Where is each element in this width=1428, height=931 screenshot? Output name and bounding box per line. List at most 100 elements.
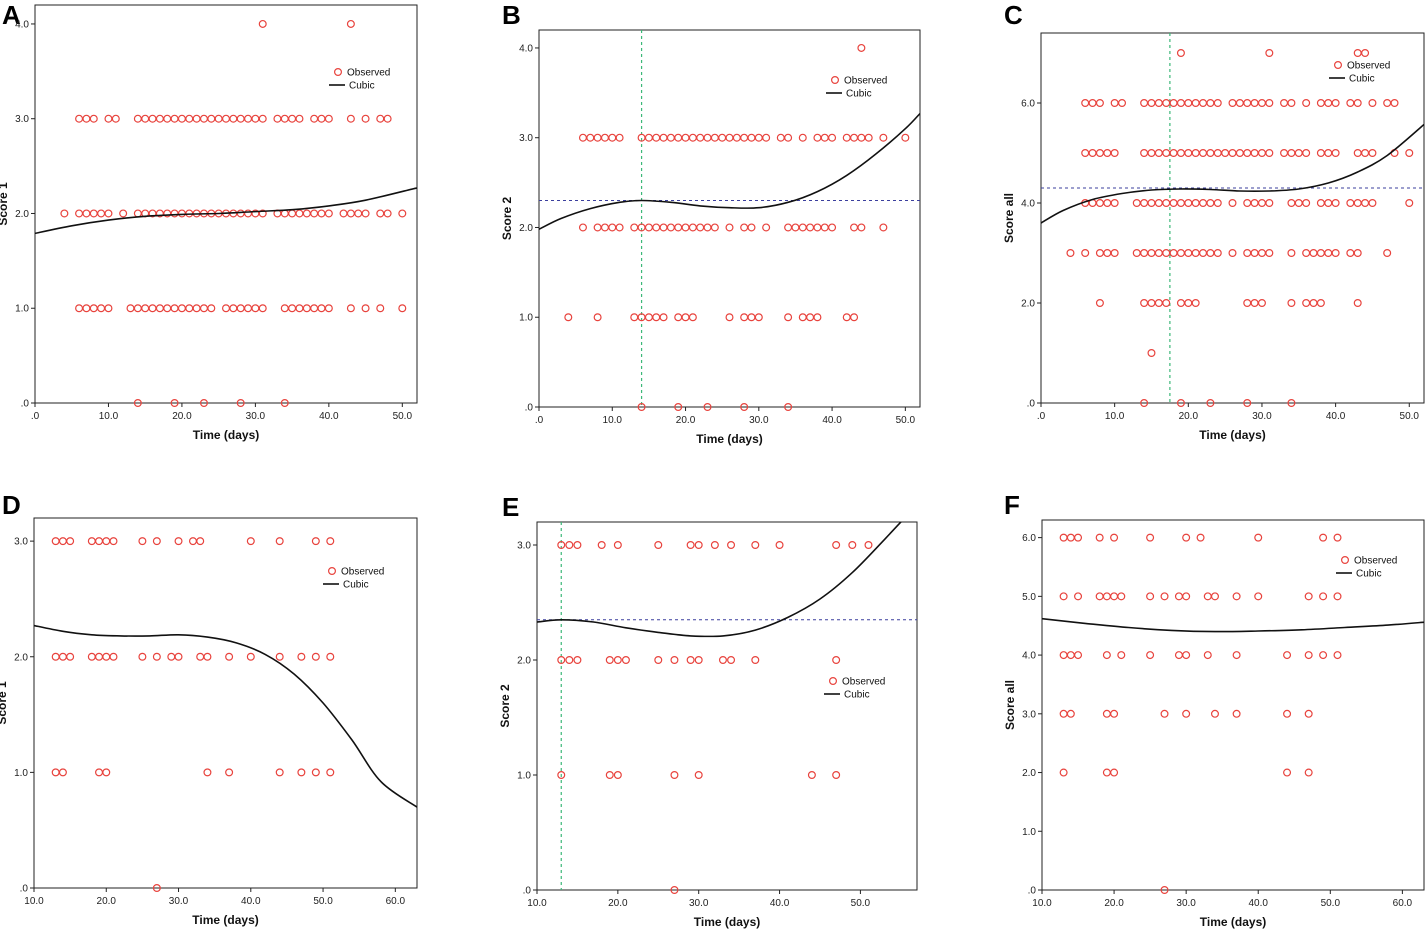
observed-point [317, 209, 326, 218]
observed-point [1066, 709, 1075, 718]
observed-point [275, 537, 284, 546]
x-tick-label: 20.0 [608, 898, 628, 909]
observed-point [102, 652, 111, 661]
observed-point [1235, 149, 1244, 158]
observed-point [1361, 199, 1370, 208]
observed-point [167, 652, 176, 661]
observed-point [1182, 651, 1191, 660]
observed-point [1059, 651, 1068, 660]
x-tick-label: 40.0 [1326, 411, 1346, 422]
observed-point [654, 540, 663, 549]
observed-point [95, 768, 104, 777]
observed-point [857, 223, 866, 232]
x-tick-label: 20.0 [1179, 411, 1199, 422]
legend: Observed Cubic [329, 68, 390, 92]
observed-point [229, 114, 238, 123]
observed-point [102, 768, 111, 777]
observed-point [1228, 199, 1237, 208]
observed-point [275, 768, 284, 777]
observed-point [644, 313, 653, 322]
observed-point [1287, 399, 1296, 408]
observed-point [1287, 249, 1296, 258]
observed-point [1346, 249, 1355, 258]
observed-point [1324, 249, 1333, 258]
legend-cubic-label: Cubic [844, 690, 870, 701]
legend-observed-label: Observed [1354, 556, 1397, 567]
observed-point [310, 114, 319, 123]
panel-letter: F [1004, 490, 1020, 520]
observed-point [280, 304, 289, 313]
observed-point [1140, 98, 1149, 107]
observed-point [155, 114, 164, 123]
observed-point [326, 537, 335, 546]
observed-point [1250, 249, 1259, 258]
observed-point [141, 114, 150, 123]
observed-point [1103, 249, 1112, 258]
observed-point [1162, 98, 1171, 107]
observed-point [1331, 249, 1340, 258]
observed-point [784, 313, 793, 322]
y-tick-label: 1.0 [14, 768, 28, 779]
observed-point [1199, 199, 1208, 208]
observed-point [317, 114, 326, 123]
observed-point [354, 209, 363, 218]
y-tick-label: 3.0 [517, 541, 531, 552]
observed-point [1176, 299, 1185, 308]
y-axis-title: Score all [1002, 193, 1016, 243]
observed-point [1199, 98, 1208, 107]
observed-point [148, 304, 157, 313]
observed-point [1353, 299, 1362, 308]
observed-point [155, 304, 164, 313]
observed-point [1243, 249, 1252, 258]
legend-cubic-label: Cubic [343, 580, 369, 591]
observed-point [740, 223, 749, 232]
observed-point [630, 313, 639, 322]
observed-point [857, 133, 866, 142]
y-axis-title: Score 2 [500, 196, 514, 240]
observed-point [1154, 98, 1163, 107]
cubic-fit-line [537, 522, 902, 638]
observed-point [295, 209, 304, 218]
observed-point [1147, 149, 1156, 158]
observed-point [1102, 592, 1111, 601]
observed-point [813, 313, 822, 322]
observed-point [1081, 98, 1090, 107]
observed-point [258, 114, 267, 123]
observed-point [1095, 149, 1104, 158]
observed-point [784, 403, 793, 412]
observed-point [1309, 299, 1318, 308]
legend-observed-label: Observed [844, 76, 887, 87]
observed-point [652, 313, 661, 322]
observed-point [1117, 592, 1126, 601]
observed-point [207, 114, 216, 123]
observed-point [1265, 149, 1274, 158]
chart-panel-f: F .0 1.0 2.0 3.0 4.0 5.0 6.0 10.0 20.0 30.0 40.0 50.… [1003, 490, 1425, 929]
observed-point [1353, 249, 1362, 258]
observed-point [593, 223, 602, 232]
y-tick-label: 1.0 [15, 304, 29, 315]
observed-point [670, 655, 679, 664]
observed-point [203, 652, 212, 661]
x-tick-label: 40.0 [770, 898, 790, 909]
observed-point [1203, 651, 1212, 660]
observed-point [376, 304, 385, 313]
observed-point [1210, 592, 1219, 601]
observed-point [850, 133, 859, 142]
observed-point [762, 223, 771, 232]
observed-point [1243, 199, 1252, 208]
observed-point [1265, 98, 1274, 107]
observed-point [1132, 249, 1141, 258]
observed-point [246, 537, 255, 546]
observed-point [696, 223, 705, 232]
observed-point [615, 223, 624, 232]
observed-point [681, 313, 690, 322]
observed-point [754, 133, 763, 142]
observed-point [170, 114, 179, 123]
panel-letter: E [502, 492, 519, 522]
y-tick-label: .0 [523, 886, 532, 897]
observed-point [111, 114, 120, 123]
observed-point [82, 114, 91, 123]
observed-point [310, 209, 319, 218]
observed-point [170, 304, 179, 313]
y-tick-label: 3.0 [519, 133, 533, 144]
